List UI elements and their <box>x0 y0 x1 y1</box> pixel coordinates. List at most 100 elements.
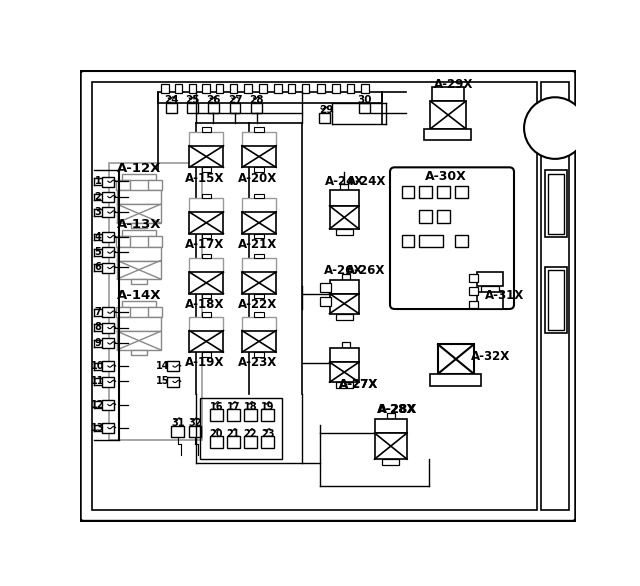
Text: A-29X: A-29X <box>434 78 473 91</box>
Bar <box>430 374 481 386</box>
Bar <box>117 205 161 223</box>
Bar <box>172 426 184 437</box>
Text: 25: 25 <box>185 94 200 104</box>
Bar <box>242 146 276 168</box>
Bar <box>374 419 407 433</box>
Bar <box>200 397 282 459</box>
Bar <box>330 294 359 314</box>
Text: 1: 1 <box>95 176 101 186</box>
Text: 23: 23 <box>261 429 275 439</box>
Text: 2: 2 <box>95 192 101 202</box>
Bar <box>102 338 114 348</box>
Text: A-20X: A-20X <box>238 172 277 185</box>
Text: A-21X: A-21X <box>238 238 277 251</box>
Text: A-24X: A-24X <box>347 175 387 188</box>
Text: 21: 21 <box>227 429 240 439</box>
Text: 4: 4 <box>95 231 101 241</box>
Bar <box>102 377 114 387</box>
Bar <box>545 267 566 333</box>
Bar <box>320 297 331 306</box>
Text: A-15X: A-15X <box>185 172 225 185</box>
Bar <box>131 223 147 228</box>
Bar <box>342 274 349 280</box>
Bar <box>202 193 211 198</box>
Text: A-18X: A-18X <box>185 298 225 311</box>
Text: A-26X: A-26X <box>324 264 363 277</box>
Bar <box>254 193 264 198</box>
Bar <box>92 82 537 510</box>
Bar <box>244 84 252 93</box>
Bar <box>175 84 182 93</box>
Bar <box>254 352 264 357</box>
Bar <box>419 235 443 247</box>
Bar <box>102 176 114 186</box>
Bar <box>189 316 223 331</box>
Bar <box>102 207 114 217</box>
Bar <box>424 129 470 139</box>
Bar <box>102 247 114 257</box>
Bar <box>320 283 331 292</box>
Bar <box>202 168 211 172</box>
Bar <box>167 362 179 372</box>
Bar <box>202 294 211 298</box>
Bar <box>102 192 114 202</box>
Bar <box>242 198 276 212</box>
Bar <box>545 171 566 237</box>
Bar <box>254 168 264 172</box>
Text: 28: 28 <box>250 94 264 104</box>
Text: 24: 24 <box>164 94 179 104</box>
Bar <box>189 212 223 234</box>
Text: 26: 26 <box>206 94 221 104</box>
Text: 3: 3 <box>95 207 101 217</box>
Bar <box>419 210 432 223</box>
Bar <box>202 234 211 238</box>
Bar <box>122 301 156 306</box>
Bar <box>189 198 223 212</box>
Text: 20: 20 <box>210 429 223 439</box>
Bar <box>437 210 450 223</box>
Text: A-28X: A-28X <box>376 403 416 417</box>
Text: 17: 17 <box>227 402 240 412</box>
Text: 8: 8 <box>94 322 101 332</box>
FancyBboxPatch shape <box>80 70 576 522</box>
Bar <box>189 272 223 294</box>
Bar <box>109 163 202 440</box>
Bar <box>117 331 161 350</box>
Bar <box>208 103 219 113</box>
Bar <box>330 206 359 229</box>
Bar <box>189 331 223 352</box>
Bar <box>455 186 467 198</box>
Text: 5: 5 <box>95 247 101 257</box>
Bar <box>102 263 114 273</box>
Bar <box>317 84 325 93</box>
Bar <box>242 258 276 272</box>
Bar <box>242 212 276 234</box>
Bar <box>254 127 264 132</box>
Bar <box>116 306 129 318</box>
Bar <box>469 274 478 282</box>
Bar <box>116 236 129 247</box>
Bar <box>347 84 355 93</box>
Bar <box>319 113 330 122</box>
Bar <box>230 84 237 93</box>
Bar <box>202 254 211 258</box>
Text: A-28X: A-28X <box>378 403 417 417</box>
Bar <box>166 103 177 113</box>
Bar <box>438 345 474 374</box>
Text: A-26X: A-26X <box>346 264 385 277</box>
Bar <box>274 84 282 93</box>
Bar <box>210 436 223 448</box>
Bar <box>382 459 399 465</box>
Bar <box>148 306 162 318</box>
Bar <box>455 235 467 247</box>
Bar <box>227 436 239 448</box>
Text: 29: 29 <box>319 104 333 115</box>
Bar <box>430 101 466 129</box>
Bar <box>102 400 114 410</box>
Bar <box>340 184 348 190</box>
Bar <box>469 288 478 295</box>
Bar <box>301 84 309 93</box>
Bar <box>374 433 407 459</box>
Bar <box>332 84 340 93</box>
Text: 32: 32 <box>188 418 202 428</box>
